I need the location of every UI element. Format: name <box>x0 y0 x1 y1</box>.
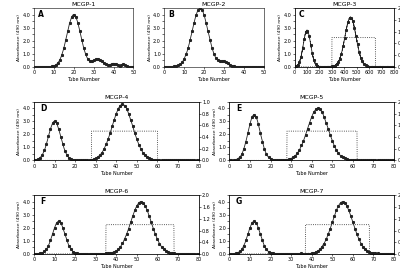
Text: E: E <box>236 104 241 113</box>
Title: MCGP-3: MCGP-3 <box>332 2 356 7</box>
X-axis label: Tube Number: Tube Number <box>67 77 100 82</box>
Title: MCGP-1: MCGP-1 <box>72 2 96 7</box>
X-axis label: Tube Number: Tube Number <box>198 77 230 82</box>
Y-axis label: Absorbance (490 nm): Absorbance (490 nm) <box>148 14 152 61</box>
Y-axis label: Absorbance (490 nm): Absorbance (490 nm) <box>17 201 21 248</box>
X-axis label: Tube Number: Tube Number <box>100 264 133 270</box>
X-axis label: Tube Number: Tube Number <box>100 171 133 176</box>
X-axis label: Tube Number: Tube Number <box>295 264 328 270</box>
Text: A: A <box>38 10 44 19</box>
Y-axis label: Absorbance (490 nm): Absorbance (490 nm) <box>278 14 282 61</box>
Y-axis label: Absorbance (490 nm): Absorbance (490 nm) <box>213 201 217 248</box>
Text: F: F <box>40 197 46 206</box>
Title: MCGP-2: MCGP-2 <box>202 2 226 7</box>
Y-axis label: Absorbance (490 nm): Absorbance (490 nm) <box>213 108 217 155</box>
Text: G: G <box>236 197 242 206</box>
Y-axis label: Absorbance (490 nm): Absorbance (490 nm) <box>17 108 21 155</box>
Text: C: C <box>298 10 304 19</box>
X-axis label: Tube Number: Tube Number <box>295 171 328 176</box>
Y-axis label: Absorbance (490 nm): Absorbance (490 nm) <box>17 14 21 61</box>
Title: MCGP-7: MCGP-7 <box>300 189 324 194</box>
Text: D: D <box>40 104 47 113</box>
Title: MCGP-4: MCGP-4 <box>104 95 128 100</box>
X-axis label: Tube Number: Tube Number <box>328 77 361 82</box>
Title: MCGP-5: MCGP-5 <box>300 95 324 100</box>
Text: B: B <box>168 10 174 19</box>
Title: MCGP-6: MCGP-6 <box>104 189 128 194</box>
